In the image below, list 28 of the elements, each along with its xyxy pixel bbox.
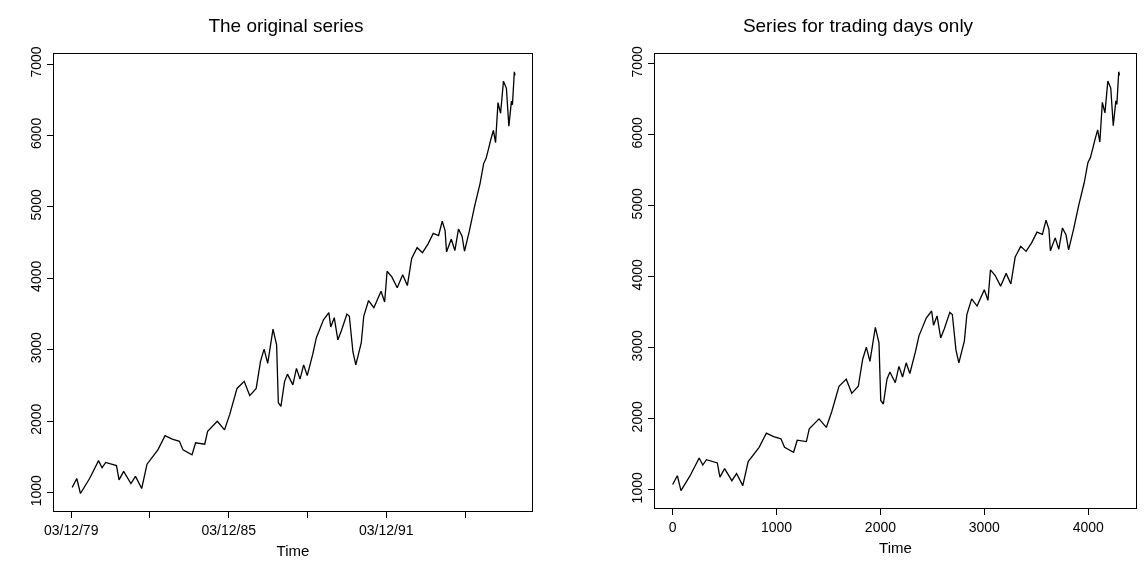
x-axis-title: Time xyxy=(879,538,912,556)
y-tick-label: 4000 xyxy=(629,259,646,291)
x-tick-label: 2000 xyxy=(864,518,897,535)
y-tick-label: 3000 xyxy=(629,330,646,362)
x-tick-label: 03/12/85 xyxy=(201,521,257,538)
y-tick-label: 7000 xyxy=(28,46,45,78)
y-tick-label: 1000 xyxy=(28,474,45,507)
y-tick-label: 5000 xyxy=(629,188,646,220)
y-tick-label: 7000 xyxy=(629,46,646,78)
y-tick-label: 6000 xyxy=(629,117,646,149)
y-tick-label: 4000 xyxy=(28,260,45,292)
x-tick-label: 1000 xyxy=(760,518,793,535)
y-tick-label: 2000 xyxy=(629,401,646,433)
y-tick-label: 3000 xyxy=(28,331,45,364)
x-tick-label: 3000 xyxy=(968,518,1001,535)
chart-title: Series for trading days only xyxy=(742,15,974,37)
y-tick-label: 1000 xyxy=(629,472,646,504)
y-tick-label: 2000 xyxy=(28,403,45,435)
y-tick-label: 6000 xyxy=(28,117,45,149)
x-tick-label: 03/12/79 xyxy=(43,521,99,538)
x-tick-label: 0 xyxy=(668,518,677,535)
line-series xyxy=(71,71,516,495)
chart-title: The original series xyxy=(208,15,364,37)
line-series xyxy=(672,71,1121,492)
x-tick-label: 03/12/91 xyxy=(358,521,414,538)
y-tick-label: 5000 xyxy=(28,189,45,221)
x-tick-label: 4000 xyxy=(1072,518,1104,535)
x-axis-title: Time xyxy=(276,541,310,559)
